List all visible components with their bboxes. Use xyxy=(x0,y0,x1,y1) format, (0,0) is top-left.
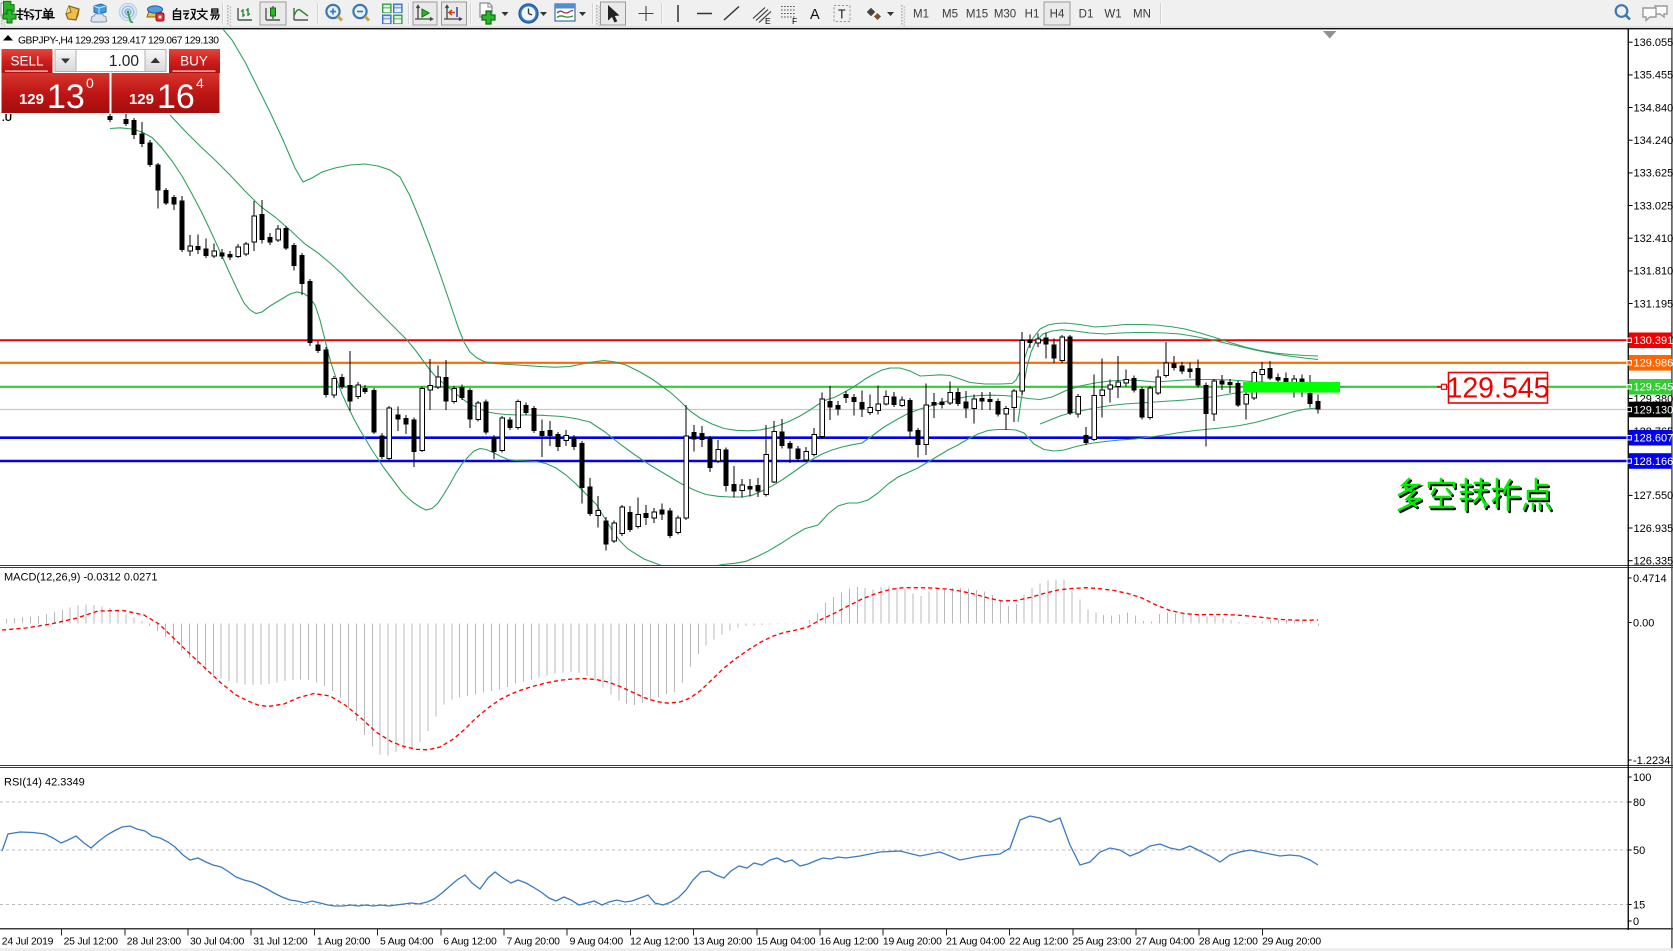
svg-text:24 Jul 2019: 24 Jul 2019 xyxy=(2,937,54,948)
svg-text:15 Aug 04:00: 15 Aug 04:00 xyxy=(756,937,815,948)
svg-text:134.240: 134.240 xyxy=(1634,135,1673,147)
svg-text:129: 129 xyxy=(129,91,154,108)
svg-text:MACD(12,26,9) -0.0312 0.0271: MACD(12,26,9) -0.0312 0.0271 xyxy=(4,572,157,584)
svg-text:M30: M30 xyxy=(994,9,1016,21)
svg-text:6 Aug 12:00: 6 Aug 12:00 xyxy=(443,937,497,948)
svg-text:MN: MN xyxy=(1133,9,1151,21)
svg-text:27 Aug 04:00: 27 Aug 04:00 xyxy=(1136,937,1195,948)
svg-text:126.935: 126.935 xyxy=(1634,523,1673,535)
svg-text:127.550: 127.550 xyxy=(1634,490,1673,502)
svg-text:15: 15 xyxy=(1633,899,1645,911)
svg-text:29 Aug 20:00: 29 Aug 20:00 xyxy=(1262,937,1321,948)
svg-text:0.00: 0.00 xyxy=(1633,617,1654,629)
svg-text:129.130: 129.130 xyxy=(1634,404,1673,416)
svg-text:16 Aug 12:00: 16 Aug 12:00 xyxy=(820,937,879,948)
svg-text:133.025: 133.025 xyxy=(1634,200,1673,212)
svg-text:T: T xyxy=(838,8,846,22)
svg-text:RSI(14) 42.3349: RSI(14) 42.3349 xyxy=(4,777,85,789)
svg-text:SELL: SELL xyxy=(10,54,44,69)
svg-text:50: 50 xyxy=(1633,845,1645,857)
svg-text:129.545: 129.545 xyxy=(1446,373,1549,405)
svg-text:-1.2234: -1.2234 xyxy=(1633,755,1670,767)
svg-text:A: A xyxy=(810,7,820,23)
svg-text:134.840: 134.840 xyxy=(1634,102,1673,114)
svg-text:F: F xyxy=(792,16,797,26)
svg-text:H4: H4 xyxy=(1050,9,1065,21)
svg-text:19 Aug 20:00: 19 Aug 20:00 xyxy=(883,937,942,948)
svg-text:BUY: BUY xyxy=(180,54,208,69)
svg-text:133.625: 133.625 xyxy=(1634,168,1673,180)
svg-text:5 Aug 04:00: 5 Aug 04:00 xyxy=(380,937,434,948)
svg-text:13 Aug 20:00: 13 Aug 20:00 xyxy=(693,937,752,948)
svg-text:131.195: 131.195 xyxy=(1634,298,1673,310)
svg-text:1.00: 1.00 xyxy=(109,53,140,70)
svg-text:9 Aug 04:00: 9 Aug 04:00 xyxy=(570,937,624,948)
svg-text:135.455: 135.455 xyxy=(1634,70,1673,82)
svg-text:1 Aug 20:00: 1 Aug 20:00 xyxy=(317,937,371,948)
svg-text:80: 80 xyxy=(1633,797,1645,809)
svg-text:0: 0 xyxy=(86,75,94,91)
svg-text:21 Aug 04:00: 21 Aug 04:00 xyxy=(946,937,1005,948)
svg-text:13: 13 xyxy=(47,78,85,116)
svg-text:28 Aug 12:00: 28 Aug 12:00 xyxy=(1199,937,1258,948)
svg-text:.U: .U xyxy=(2,113,12,124)
svg-text:31 Jul 12:00: 31 Jul 12:00 xyxy=(253,937,308,948)
svg-text:M15: M15 xyxy=(966,9,988,21)
svg-text:0.4714: 0.4714 xyxy=(1633,573,1667,585)
svg-text:25 Jul 12:00: 25 Jul 12:00 xyxy=(64,937,119,948)
svg-text:E: E xyxy=(765,16,771,26)
svg-text:M5: M5 xyxy=(942,9,958,21)
svg-text:128.166: 128.166 xyxy=(1634,456,1673,468)
svg-text:129: 129 xyxy=(19,91,44,108)
svg-text:128.607: 128.607 xyxy=(1634,433,1673,445)
svg-text:H1: H1 xyxy=(1025,9,1040,21)
svg-text:30 Jul 04:00: 30 Jul 04:00 xyxy=(190,937,245,948)
svg-text:0: 0 xyxy=(1633,916,1639,928)
svg-text:M1: M1 xyxy=(913,9,929,21)
svg-text:16: 16 xyxy=(157,78,195,116)
svg-text:12 Aug 12:00: 12 Aug 12:00 xyxy=(630,937,689,948)
svg-text:129.545: 129.545 xyxy=(1634,382,1673,394)
svg-text:7 Aug 20:00: 7 Aug 20:00 xyxy=(506,937,560,948)
svg-text:130.391: 130.391 xyxy=(1634,335,1673,347)
svg-text:132.410: 132.410 xyxy=(1634,233,1673,245)
svg-text:D1: D1 xyxy=(1079,9,1094,21)
svg-text:GBPJPY-,H4 129.293 129.417 12: GBPJPY-,H4 129.293 129.417 129.067 129.1… xyxy=(18,35,219,46)
svg-text:4: 4 xyxy=(196,75,204,91)
svg-text:W1: W1 xyxy=(1104,9,1121,21)
svg-text:22 Aug 12:00: 22 Aug 12:00 xyxy=(1009,937,1068,948)
svg-text:136.055: 136.055 xyxy=(1634,37,1673,49)
svg-text:100: 100 xyxy=(1633,772,1651,784)
svg-text:131.810: 131.810 xyxy=(1634,266,1673,278)
svg-text:25 Aug 23:00: 25 Aug 23:00 xyxy=(1072,937,1131,948)
svg-text:28 Jul 23:00: 28 Jul 23:00 xyxy=(127,937,182,948)
svg-text:129.986: 129.986 xyxy=(1634,358,1673,370)
svg-text:126.335: 126.335 xyxy=(1634,556,1673,568)
